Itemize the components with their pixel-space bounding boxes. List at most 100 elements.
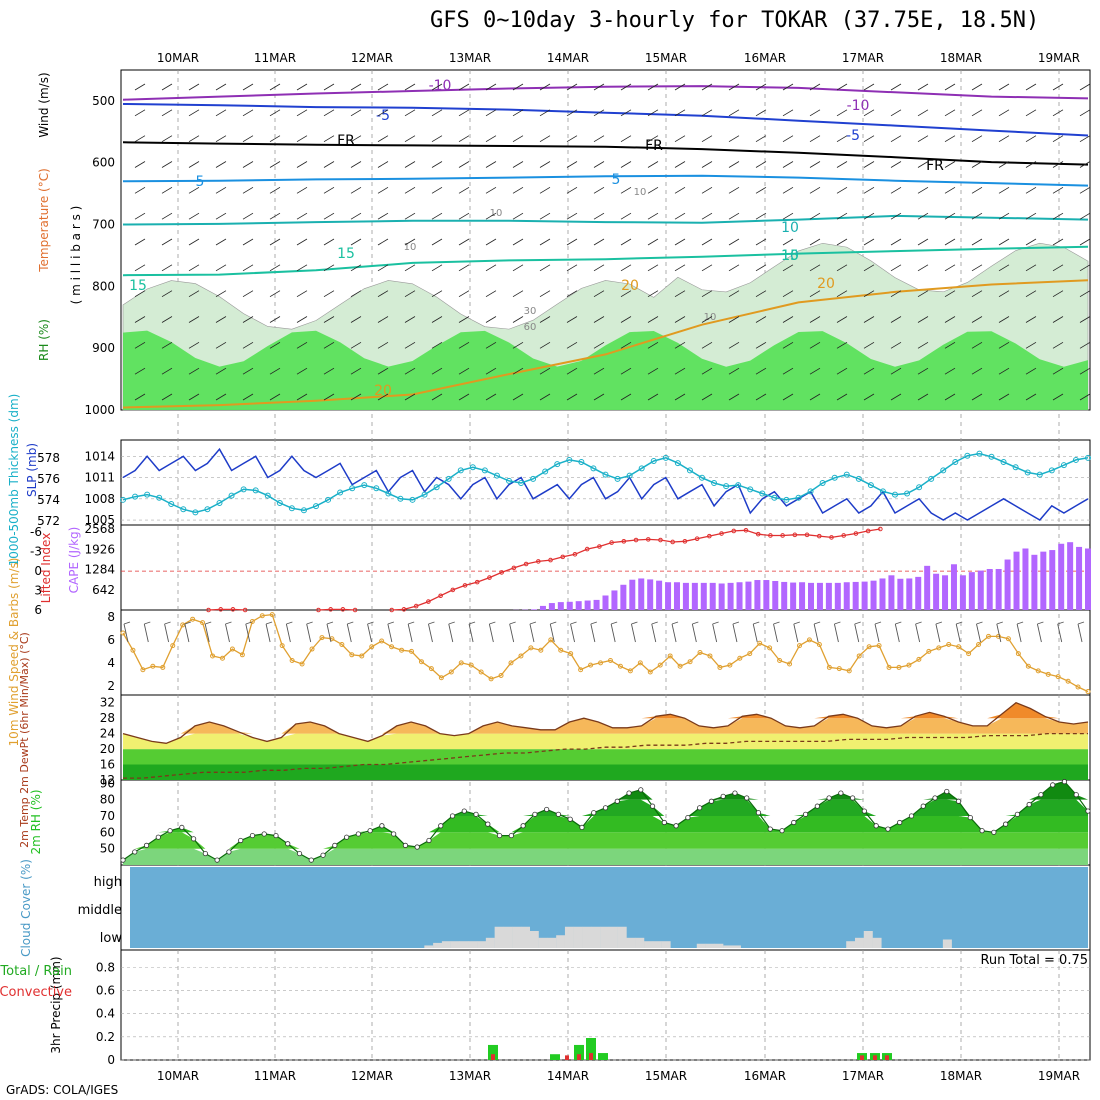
surface-wind-barb bbox=[631, 621, 638, 625]
wind-speed-marker bbox=[816, 641, 822, 647]
day-label-top: 11MAR bbox=[254, 51, 296, 65]
wind-barb bbox=[1052, 161, 1064, 168]
rh2m-marker bbox=[755, 810, 762, 816]
wind-barb bbox=[836, 264, 848, 272]
wind-barb bbox=[674, 161, 686, 168]
wind-barb bbox=[1025, 264, 1037, 272]
wind-barb bbox=[701, 186, 713, 194]
thickness-marker bbox=[349, 485, 356, 492]
wind-barb bbox=[431, 212, 443, 220]
wind-barb bbox=[188, 316, 200, 323]
wind-barb bbox=[674, 109, 686, 117]
precip-convective-bar bbox=[873, 1055, 877, 1060]
wind-barb bbox=[1025, 290, 1037, 298]
wind-barb bbox=[242, 367, 254, 375]
wind-speed-marker bbox=[727, 662, 733, 668]
wind-speed-marker bbox=[647, 669, 653, 675]
cloud-tick: low bbox=[100, 931, 123, 946]
wind-barb bbox=[485, 161, 497, 168]
thickness-marker bbox=[493, 472, 500, 479]
wind-barb bbox=[809, 109, 821, 117]
lifted-index-marker bbox=[560, 554, 566, 560]
rh2m-marker bbox=[402, 842, 409, 848]
wind-barb bbox=[890, 83, 902, 91]
cloud-tick: middle bbox=[78, 903, 122, 918]
wind-barb bbox=[971, 212, 983, 220]
wind-barb bbox=[971, 290, 983, 298]
wind-barb bbox=[593, 83, 605, 91]
wind-speed-marker bbox=[299, 661, 305, 667]
wind-barb bbox=[404, 341, 416, 349]
wind-barb bbox=[836, 161, 848, 168]
rh2m-marker bbox=[532, 811, 538, 817]
rh2m-marker bbox=[1085, 808, 1091, 814]
rh-label: 60 bbox=[524, 322, 537, 333]
rh2m-marker bbox=[932, 795, 938, 801]
contour-label: -10 bbox=[847, 98, 870, 114]
wind-barb bbox=[539, 393, 551, 401]
grads-footer: GrADS: COLA/IGES bbox=[6, 1083, 119, 1097]
wind-barb bbox=[674, 367, 686, 375]
wind-barb bbox=[1079, 135, 1091, 143]
wind-barb bbox=[215, 83, 227, 91]
surface-wind-barb bbox=[793, 623, 799, 643]
contour-label: -10 bbox=[429, 78, 452, 94]
wind-barb bbox=[701, 393, 713, 401]
wind-barb bbox=[863, 161, 875, 168]
thickness-marker bbox=[1000, 459, 1007, 466]
slp-tick: 1014 bbox=[84, 449, 115, 463]
wind-barb bbox=[215, 161, 227, 168]
rh2m-marker bbox=[850, 795, 856, 801]
precip-total-bar bbox=[488, 1044, 498, 1060]
wind-barb bbox=[917, 135, 929, 143]
temp-band-fill bbox=[123, 764, 1088, 780]
wind-barb bbox=[323, 83, 335, 91]
rh2m-marker bbox=[861, 808, 868, 814]
wind-speed-marker bbox=[956, 644, 962, 650]
wind-barb bbox=[971, 341, 983, 349]
cape-bar bbox=[816, 582, 823, 610]
wind-speed-marker bbox=[836, 666, 842, 672]
thickness-marker bbox=[602, 471, 609, 478]
wind-barb bbox=[134, 109, 146, 117]
wind-barb bbox=[242, 341, 254, 349]
wind-barb bbox=[1025, 238, 1037, 246]
wind-barb bbox=[620, 186, 632, 194]
rh2m-marker bbox=[673, 823, 679, 829]
wind-barb bbox=[404, 186, 416, 194]
wind-speed-marker bbox=[1045, 671, 1051, 677]
rh2m-marker bbox=[485, 821, 491, 827]
wind-barb bbox=[782, 367, 794, 375]
cloud-bar-low bbox=[626, 937, 636, 948]
cape-bar bbox=[1040, 551, 1047, 610]
wind-barb bbox=[944, 316, 956, 323]
contour-line bbox=[122, 245, 1089, 277]
wind-barb bbox=[1025, 212, 1037, 220]
rh2m-marker bbox=[873, 823, 879, 829]
wind-barb bbox=[404, 264, 416, 272]
precip-total-bar bbox=[598, 1053, 608, 1060]
wind-barb bbox=[1079, 161, 1091, 168]
wind-speed-marker bbox=[488, 676, 494, 682]
wind-barb bbox=[971, 135, 983, 143]
thickness-marker bbox=[855, 475, 862, 482]
wind-barb bbox=[674, 83, 686, 91]
wind-barb bbox=[485, 109, 497, 117]
cloud-bar-low bbox=[503, 926, 513, 948]
contour-label: 15 bbox=[781, 248, 799, 264]
temp-tick: 20 bbox=[100, 742, 115, 756]
cape-bar bbox=[959, 575, 966, 610]
wind-barb bbox=[215, 109, 227, 117]
wind-barb bbox=[782, 212, 794, 220]
cloud-bar-low bbox=[617, 926, 627, 948]
rh2m-marker bbox=[944, 788, 950, 795]
surface-wind-barb bbox=[184, 621, 192, 625]
cape-bar bbox=[950, 564, 957, 610]
wind-speed-marker bbox=[279, 643, 285, 649]
wind-speed-marker bbox=[160, 664, 166, 670]
cape-tick: 1926 bbox=[84, 542, 115, 556]
surface-wind-barb bbox=[245, 621, 252, 625]
ylabel-rh: RH (%) bbox=[37, 319, 51, 361]
wind-barb bbox=[269, 290, 281, 298]
wind-barb bbox=[944, 341, 956, 349]
